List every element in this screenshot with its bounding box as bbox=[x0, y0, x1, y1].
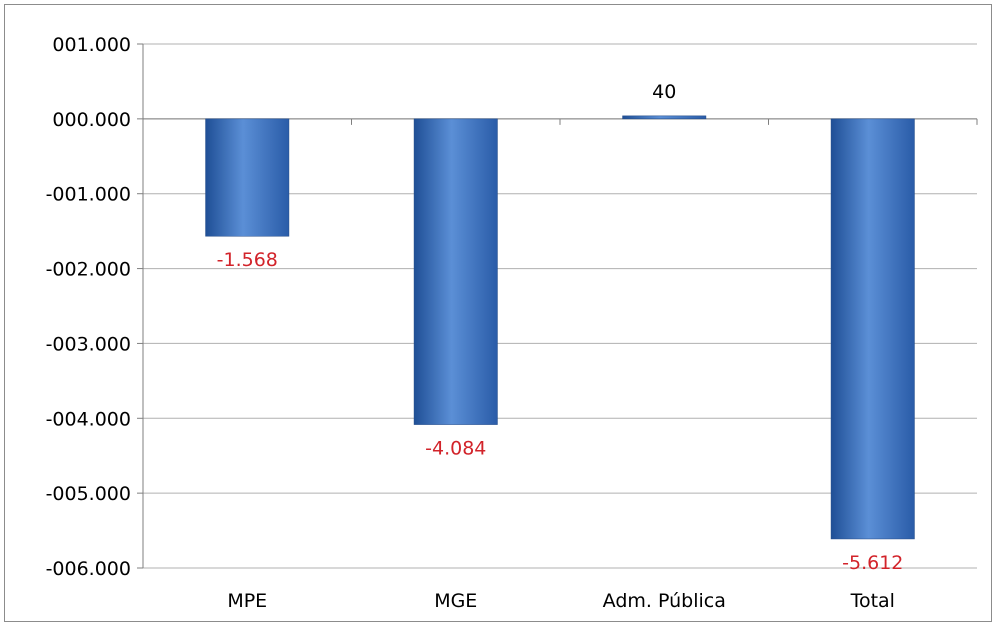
data-label: -1.568 bbox=[217, 249, 278, 271]
data-label: -5.612 bbox=[842, 552, 903, 574]
category-label: Adm. Pública bbox=[603, 590, 726, 612]
bar-adm-p-blica bbox=[622, 115, 707, 120]
y-tick-label: 000.000 bbox=[52, 109, 131, 131]
category-label: MGE bbox=[434, 590, 477, 612]
y-tick-label: -003.000 bbox=[46, 333, 131, 355]
category-label: MPE bbox=[227, 590, 267, 612]
y-tick-label: -001.000 bbox=[46, 184, 131, 206]
category-labels: MPE MGE Adm. Pública Total bbox=[227, 590, 895, 612]
y-tick-label: -006.000 bbox=[46, 558, 131, 580]
data-label: -4.084 bbox=[425, 438, 486, 460]
bars bbox=[205, 115, 915, 540]
y-tick-label: -004.000 bbox=[46, 408, 131, 430]
y-tick-labels: 001.000 000.000 -001.000 -002.000 -003.000 -0… bbox=[46, 34, 131, 580]
chart-frame: 001.000 000.000 -001.000 -002.000 -003.000 -0… bbox=[4, 4, 992, 622]
category-label: Total bbox=[850, 590, 895, 612]
bar-chart: 001.000 000.000 -001.000 -002.000 -003.000 -0… bbox=[46, 34, 978, 612]
y-tick-label: -005.000 bbox=[46, 483, 131, 505]
data-labels: -1.568 -4.084 40 -5.612 bbox=[217, 81, 904, 574]
y-tick-label: 001.000 bbox=[52, 34, 131, 56]
bar-total bbox=[830, 118, 915, 540]
data-label: 40 bbox=[652, 81, 676, 103]
bar-mge bbox=[413, 118, 498, 425]
y-tick-label: -002.000 bbox=[46, 259, 131, 281]
bar-mpe bbox=[205, 118, 290, 237]
